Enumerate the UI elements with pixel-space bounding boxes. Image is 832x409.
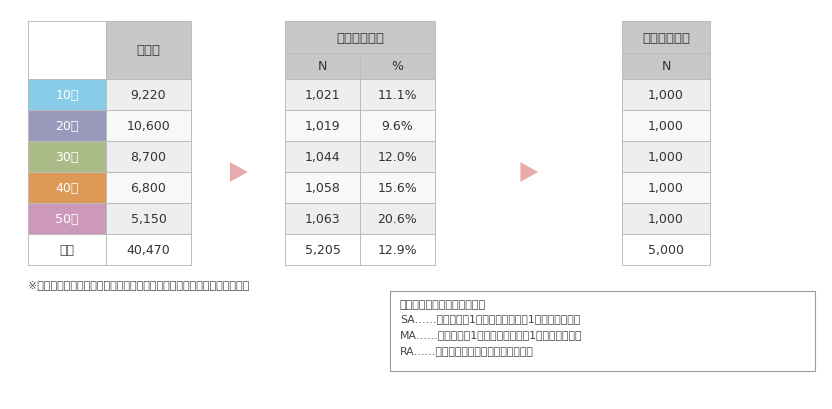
Text: 5,000: 5,000 [648, 243, 684, 256]
Bar [360, 80, 435, 111]
Text: 9.6%: 9.6% [382, 120, 414, 133]
Text: RA……実数回答（実数を入力して回答）: RA……実数回答（実数を入力して回答） [400, 345, 534, 355]
Text: 50代: 50代 [55, 213, 79, 225]
Bar [285, 204, 360, 234]
Bar [390, 291, 815, 371]
Bar [622, 111, 710, 142]
Text: 5,205: 5,205 [305, 243, 340, 256]
Text: 6,800: 6,800 [131, 182, 166, 195]
Bar [106, 173, 191, 204]
Bar [285, 111, 360, 142]
Text: 1,058: 1,058 [305, 182, 340, 195]
Text: 集計サンプル: 集計サンプル [642, 31, 690, 45]
Text: 15.6%: 15.6% [378, 182, 418, 195]
Text: 12.0%: 12.0% [378, 151, 418, 164]
Bar [622, 22, 710, 54]
Bar [360, 54, 435, 80]
Text: 9,220: 9,220 [131, 89, 166, 102]
Bar [622, 142, 710, 173]
Text: %: % [392, 61, 404, 73]
Bar [622, 234, 710, 265]
Bar [28, 204, 106, 234]
Text: 11.1%: 11.1% [378, 89, 418, 102]
Bar [106, 22, 191, 80]
Text: MA……複数回数（1つの質問に対して1つ以上の回答）: MA……複数回数（1つの質問に対して1つ以上の回答） [400, 329, 582, 339]
Bar [285, 80, 360, 111]
Text: 30代: 30代 [55, 151, 79, 164]
Bar [28, 173, 106, 204]
Bar [622, 173, 710, 204]
Text: 1,021: 1,021 [305, 89, 340, 102]
Bar [285, 22, 435, 54]
Text: 回収サンプル: 回収サンプル [336, 31, 384, 45]
Text: 1,019: 1,019 [305, 120, 340, 133]
Polygon shape [520, 163, 538, 182]
Bar [106, 80, 191, 111]
Text: 1,044: 1,044 [305, 151, 340, 164]
Text: 発信数: 発信数 [136, 45, 161, 57]
Text: 1,000: 1,000 [648, 120, 684, 133]
Bar [106, 111, 191, 142]
Bar [285, 142, 360, 173]
Bar [360, 111, 435, 142]
Bar [622, 204, 710, 234]
Bar [28, 111, 106, 142]
Text: 10代: 10代 [55, 89, 79, 102]
Bar [106, 204, 191, 234]
Text: 1,000: 1,000 [648, 151, 684, 164]
Bar [285, 173, 360, 204]
Text: 10,600: 10,600 [126, 120, 171, 133]
Text: 1,000: 1,000 [648, 89, 684, 102]
Bar [106, 234, 191, 265]
Bar [28, 22, 106, 80]
Text: 20代: 20代 [55, 120, 79, 133]
Text: 40,470: 40,470 [126, 243, 171, 256]
Text: 20.6%: 20.6% [378, 213, 418, 225]
Bar [360, 142, 435, 173]
Polygon shape [230, 163, 248, 182]
Text: 40代: 40代 [55, 182, 79, 195]
Text: SA……単数回数（1つの質問に対して1つだけの回答）: SA……単数回数（1つの質問に対して1つだけの回答） [400, 313, 580, 323]
Text: N: N [661, 61, 671, 73]
Bar [360, 204, 435, 234]
Text: 1,000: 1,000 [648, 182, 684, 195]
Bar [285, 54, 360, 80]
Bar [622, 54, 710, 80]
Bar [28, 142, 106, 173]
Bar [360, 234, 435, 265]
Text: 1,063: 1,063 [305, 213, 340, 225]
Bar [28, 80, 106, 111]
Text: N: N [318, 61, 327, 73]
Bar [285, 234, 360, 265]
Text: 1,000: 1,000 [648, 213, 684, 225]
Text: ※回収サンプルから、ランダムサンプリングで各年代均等サンプルで集計: ※回収サンプルから、ランダムサンプリングで各年代均等サンプルで集計 [28, 279, 250, 289]
Bar [360, 173, 435, 204]
Text: 結果をみるにあたっての注意: 結果をみるにあたっての注意 [400, 299, 486, 309]
Text: 12.9%: 12.9% [378, 243, 418, 256]
Bar [622, 80, 710, 111]
Bar [106, 142, 191, 173]
Text: 合計: 合計 [60, 243, 75, 256]
Text: 8,700: 8,700 [131, 151, 166, 164]
Text: 5,150: 5,150 [131, 213, 166, 225]
Bar [28, 234, 106, 265]
